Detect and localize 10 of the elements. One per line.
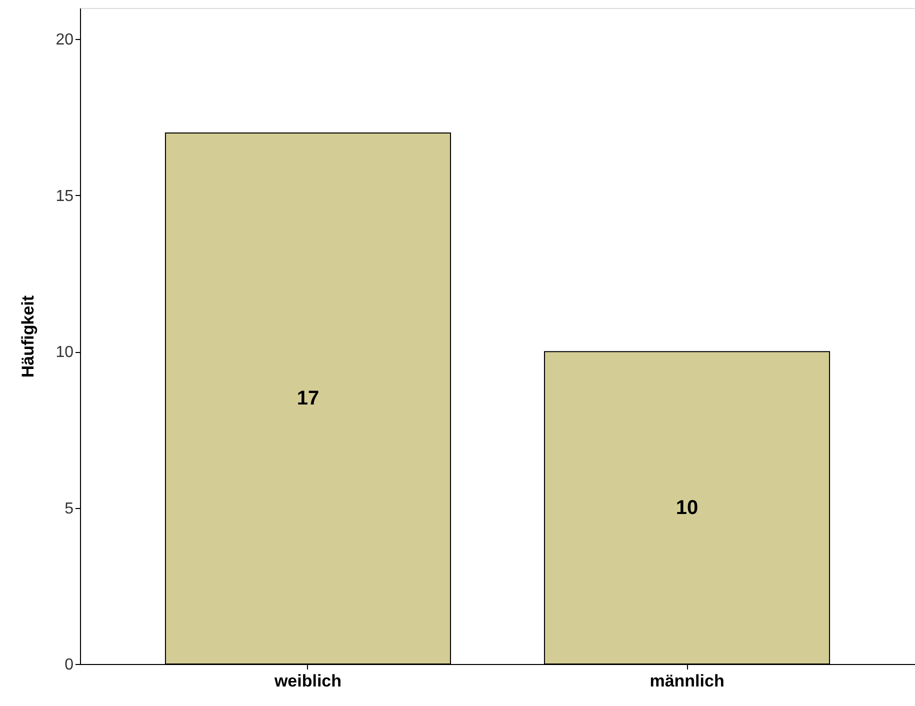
x-tick-label: männlich: [650, 672, 724, 690]
y-tick-label: 15: [56, 188, 74, 205]
y-tick-label: 10: [56, 344, 74, 362]
y-tick-label: 5: [64, 500, 74, 518]
x-tick-label: weiblich: [273, 672, 342, 690]
y-tick-label: 0: [64, 656, 74, 674]
data-label: 17: [296, 387, 320, 410]
y-axis-title: Häufigkeit: [18, 295, 38, 378]
y-tick-label: 20: [56, 32, 74, 49]
data-label: 10: [676, 496, 698, 519]
